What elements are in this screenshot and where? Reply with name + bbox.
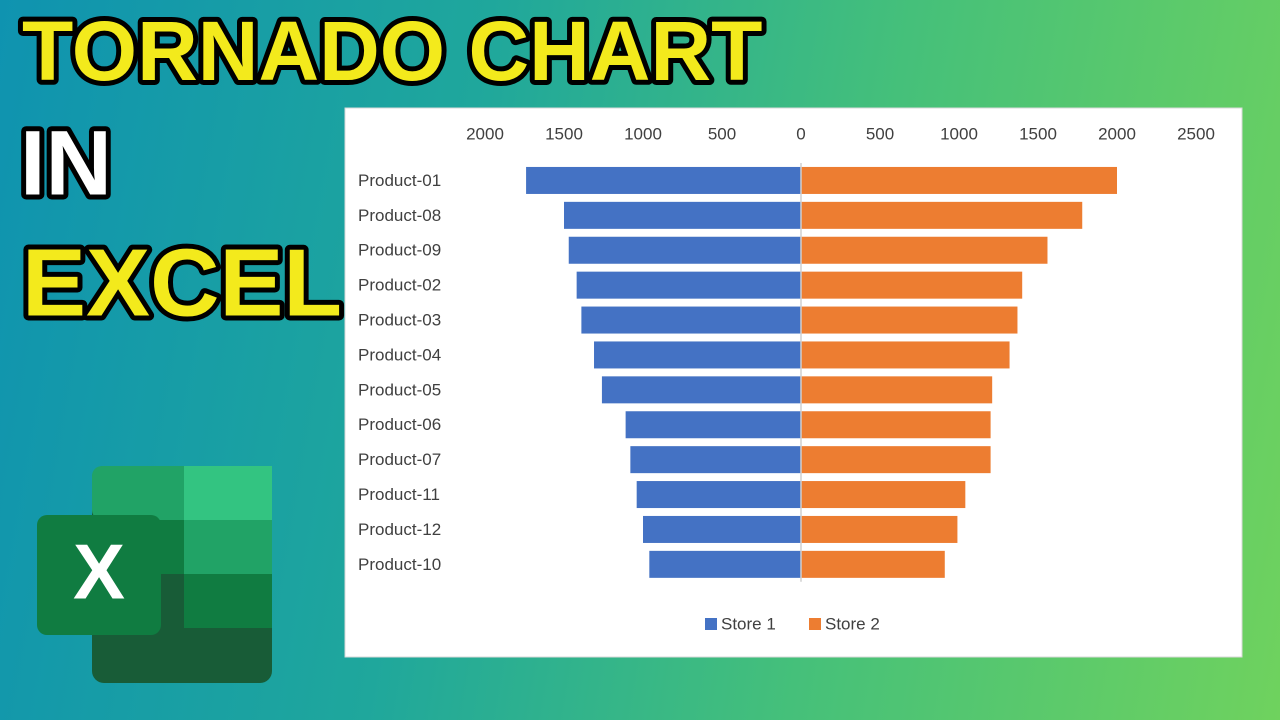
- x-tick-label: 500: [708, 124, 736, 143]
- bar: [649, 550, 801, 578]
- y-tick-label: Product-01: [358, 171, 441, 190]
- bar: [801, 201, 1083, 229]
- bar: [801, 515, 958, 543]
- logo-band: [184, 574, 272, 628]
- bar: [801, 446, 991, 474]
- legend-label: Store 1: [721, 614, 776, 633]
- y-tick-label: Product-04: [358, 345, 441, 364]
- y-tick-label: Product-03: [358, 311, 441, 330]
- logo-letter: X: [73, 528, 125, 616]
- x-tick-label: 2000: [1098, 124, 1136, 143]
- x-tick-label: 0: [796, 124, 805, 143]
- y-tick-label: Product-07: [358, 450, 441, 469]
- y-tick-label: Product-05: [358, 380, 441, 399]
- bar: [801, 236, 1048, 264]
- x-tick-label: 500: [866, 124, 894, 143]
- x-tick-label: 2000: [466, 124, 504, 143]
- bar: [801, 411, 991, 439]
- headline: TORNADO CHART: [22, 4, 762, 98]
- bar: [643, 515, 801, 543]
- bar: [581, 306, 801, 334]
- y-tick-label: Product-08: [358, 206, 441, 225]
- legend-swatch: [705, 618, 717, 630]
- headline: IN: [20, 112, 112, 214]
- bar: [526, 166, 801, 194]
- bar: [601, 376, 801, 404]
- y-tick-label: Product-12: [358, 520, 441, 539]
- y-tick-label: Product-02: [358, 276, 441, 295]
- logo-badge: [37, 515, 161, 635]
- bar: [576, 271, 801, 299]
- legend-swatch: [809, 618, 821, 630]
- bar: [801, 341, 1010, 369]
- bar: [625, 411, 801, 439]
- legend-label: Store 2: [825, 614, 880, 633]
- bar: [801, 376, 993, 404]
- bar: [630, 446, 801, 474]
- bar: [564, 201, 801, 229]
- excel-logo: X: [37, 466, 272, 683]
- bar: [801, 166, 1117, 194]
- x-tick-label: 2500: [1177, 124, 1215, 143]
- bar: [801, 550, 945, 578]
- logo-band: [184, 520, 272, 574]
- bar: [594, 341, 801, 369]
- bar: [801, 306, 1018, 334]
- bar: [636, 481, 801, 509]
- y-tick-label: Product-09: [358, 241, 441, 260]
- x-tick-label: 1500: [1019, 124, 1057, 143]
- logo-band: [184, 466, 272, 520]
- plot: 2000 1500 1000 500 0 500 1000 1500 2000 2500 Produ…: [358, 124, 1215, 633]
- bar: [801, 481, 966, 509]
- y-tick-label: Product-11: [358, 485, 440, 504]
- headline: EXCEL: [22, 229, 342, 336]
- x-tick-label: 1000: [624, 124, 662, 143]
- bar: [568, 236, 801, 264]
- bar: [801, 271, 1023, 299]
- y-tick-label: Product-06: [358, 415, 441, 434]
- x-tick-label: 1500: [545, 124, 583, 143]
- y-tick-label: Product-10: [358, 555, 441, 574]
- x-tick-label: 1000: [940, 124, 978, 143]
